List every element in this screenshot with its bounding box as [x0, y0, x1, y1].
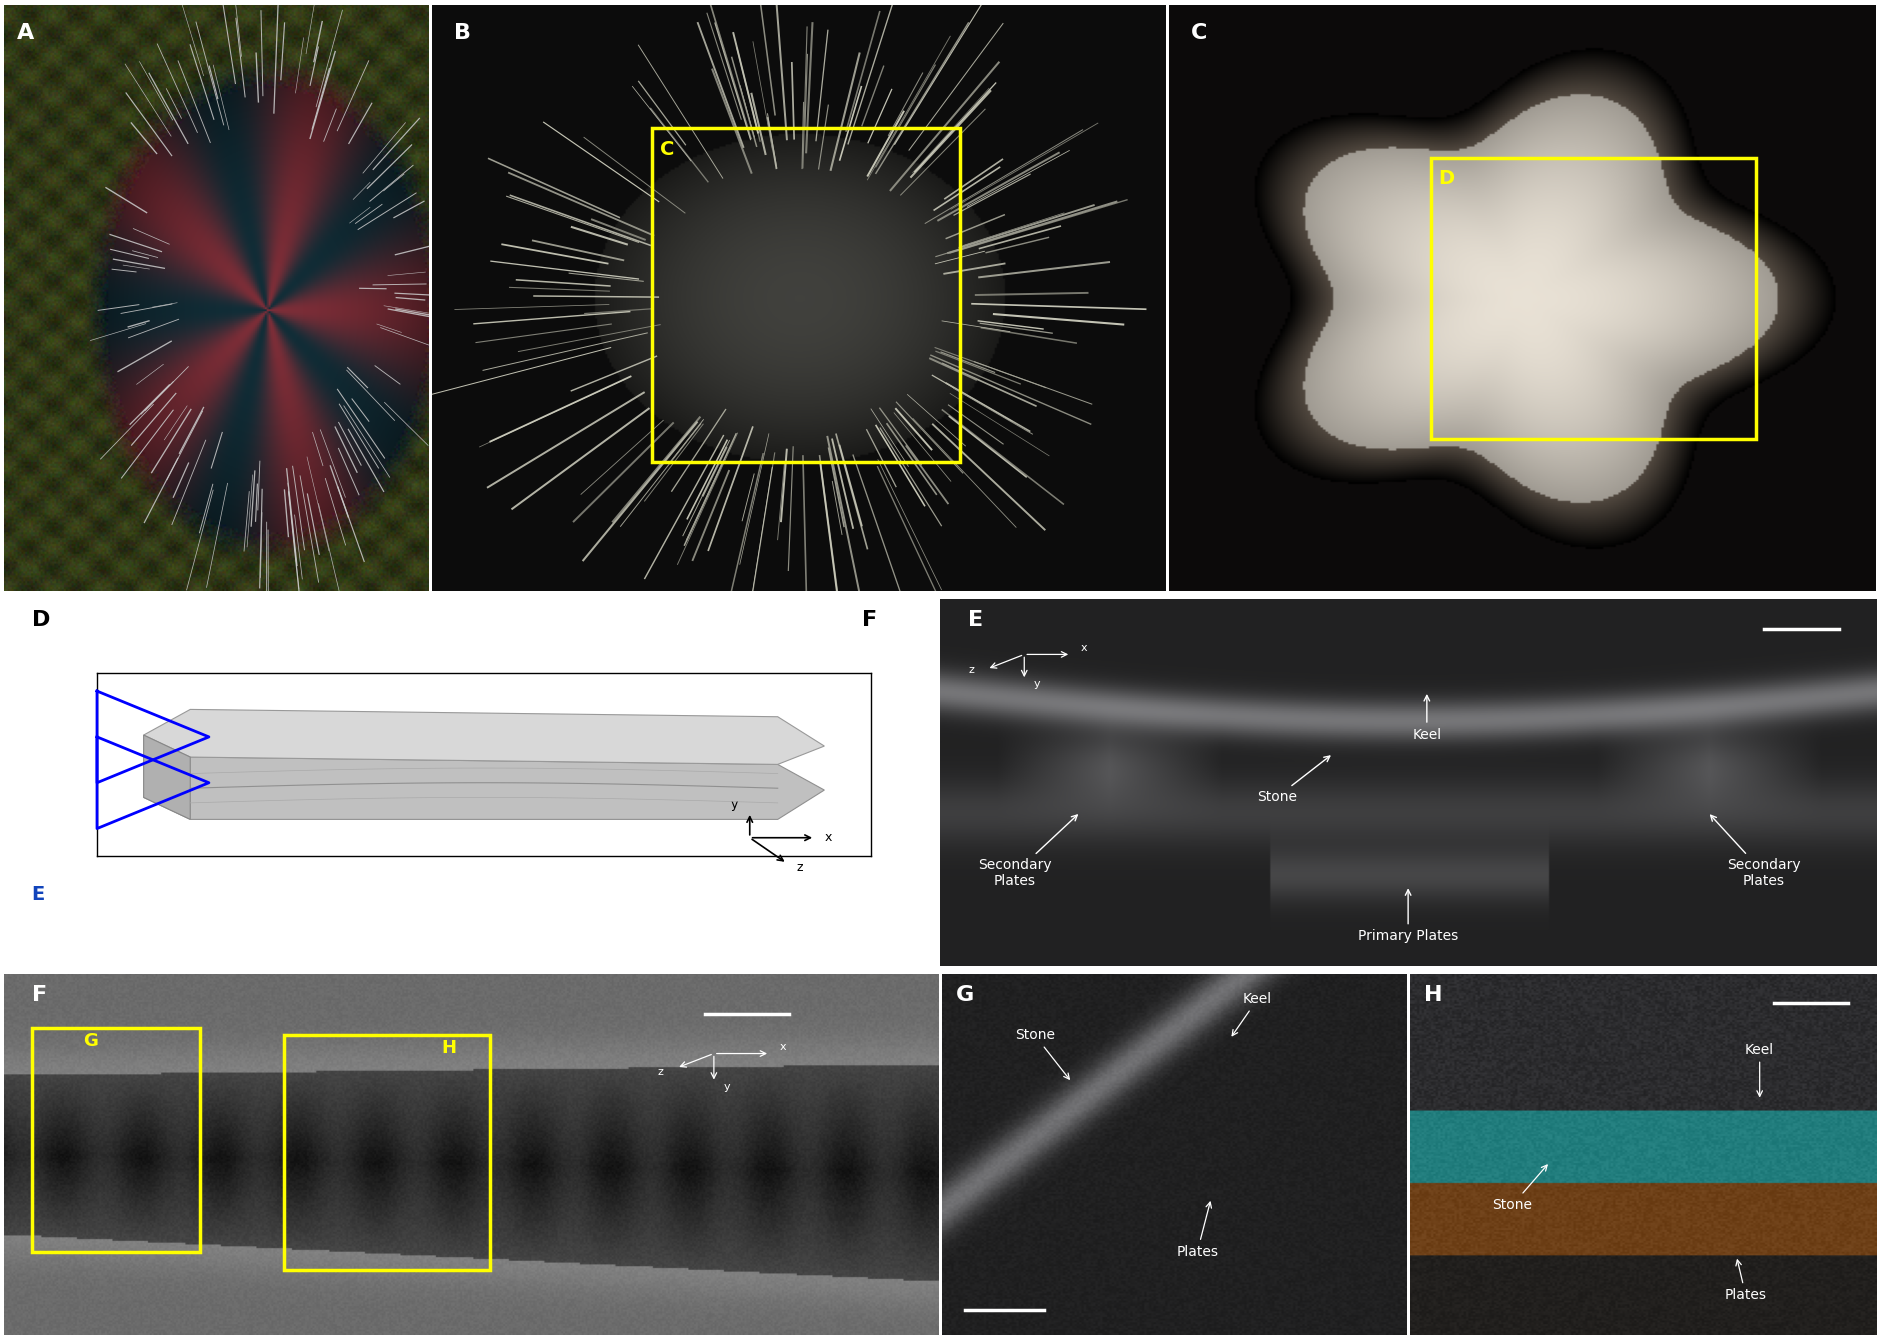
- Text: Secondary
Plates: Secondary Plates: [978, 815, 1077, 888]
- Polygon shape: [143, 709, 823, 764]
- Text: E: E: [32, 886, 45, 904]
- Text: z: z: [658, 1068, 664, 1077]
- Text: Stone: Stone: [1015, 1028, 1070, 1080]
- Text: y: y: [1034, 680, 1040, 689]
- Text: y: y: [724, 1081, 729, 1092]
- Text: Plates: Plates: [1724, 1260, 1767, 1302]
- Text: D: D: [1438, 170, 1453, 189]
- Bar: [652, 128, 961, 463]
- Text: x: x: [780, 1042, 786, 1052]
- Text: G: G: [955, 985, 974, 1005]
- Text: D: D: [32, 610, 51, 630]
- Text: Plates: Plates: [1177, 1202, 1218, 1259]
- Text: A: A: [17, 23, 34, 43]
- Text: Keel: Keel: [1745, 1042, 1775, 1096]
- Text: z: z: [797, 860, 803, 874]
- Text: x: x: [823, 831, 831, 844]
- Bar: [284, 1036, 489, 1270]
- Text: Stone: Stone: [1258, 756, 1329, 804]
- Text: C: C: [1190, 23, 1207, 43]
- Text: C: C: [660, 140, 675, 159]
- Text: Primary Plates: Primary Plates: [1357, 890, 1459, 943]
- Text: H: H: [442, 1040, 457, 1057]
- Bar: [1431, 158, 1756, 439]
- Text: Keel: Keel: [1231, 991, 1273, 1036]
- Text: F: F: [32, 985, 47, 1005]
- Text: x: x: [1081, 642, 1087, 653]
- Text: E: E: [968, 610, 983, 630]
- Text: z: z: [968, 665, 974, 674]
- Text: G: G: [83, 1032, 98, 1050]
- Text: F: F: [861, 610, 876, 630]
- Text: B: B: [455, 23, 472, 43]
- Polygon shape: [143, 735, 190, 819]
- Text: H: H: [1423, 985, 1442, 1005]
- Text: Keel: Keel: [1412, 696, 1442, 741]
- Text: Stone: Stone: [1493, 1165, 1547, 1212]
- Text: Secondary
Plates: Secondary Plates: [1711, 815, 1801, 888]
- Bar: [32, 1028, 199, 1252]
- Text: y: y: [731, 799, 739, 811]
- Polygon shape: [143, 757, 823, 819]
